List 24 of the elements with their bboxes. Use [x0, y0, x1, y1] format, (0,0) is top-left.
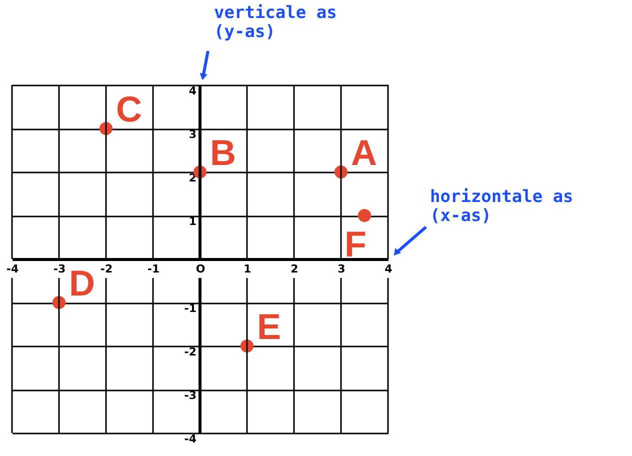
x-tick-label: 4: [384, 262, 393, 276]
annotation: C: [116, 88, 142, 130]
annotation: F: [344, 224, 366, 264]
x-tick-label: 3: [338, 262, 346, 276]
text: verticale as (y-as): [214, 3, 337, 42]
y-tick-label: -4: [184, 432, 197, 446]
annotation: B: [210, 132, 236, 173]
x-tick-label: 2: [290, 262, 298, 276]
y-tick-label: -2: [184, 346, 196, 358]
y-tick-label: -1: [184, 302, 196, 315]
y-tick-label: -3: [184, 389, 196, 402]
annotation: D: [69, 262, 95, 304]
text: horizontale as (x-as): [430, 187, 574, 226]
x-tick-label: -3: [53, 262, 66, 276]
annotation: E: [257, 306, 282, 347]
y-tick-label: 1: [188, 215, 196, 228]
x-tick-label: O: [196, 262, 206, 276]
annotation: A: [351, 132, 377, 173]
x-tick-label: -1: [147, 262, 160, 276]
y-tick-label: 4: [188, 84, 197, 98]
x-tick-label: -4: [6, 262, 19, 276]
x-tick-label: 1: [244, 262, 252, 276]
x-tick-label: -2: [100, 262, 113, 276]
y-tick-label: 3: [188, 128, 196, 141]
